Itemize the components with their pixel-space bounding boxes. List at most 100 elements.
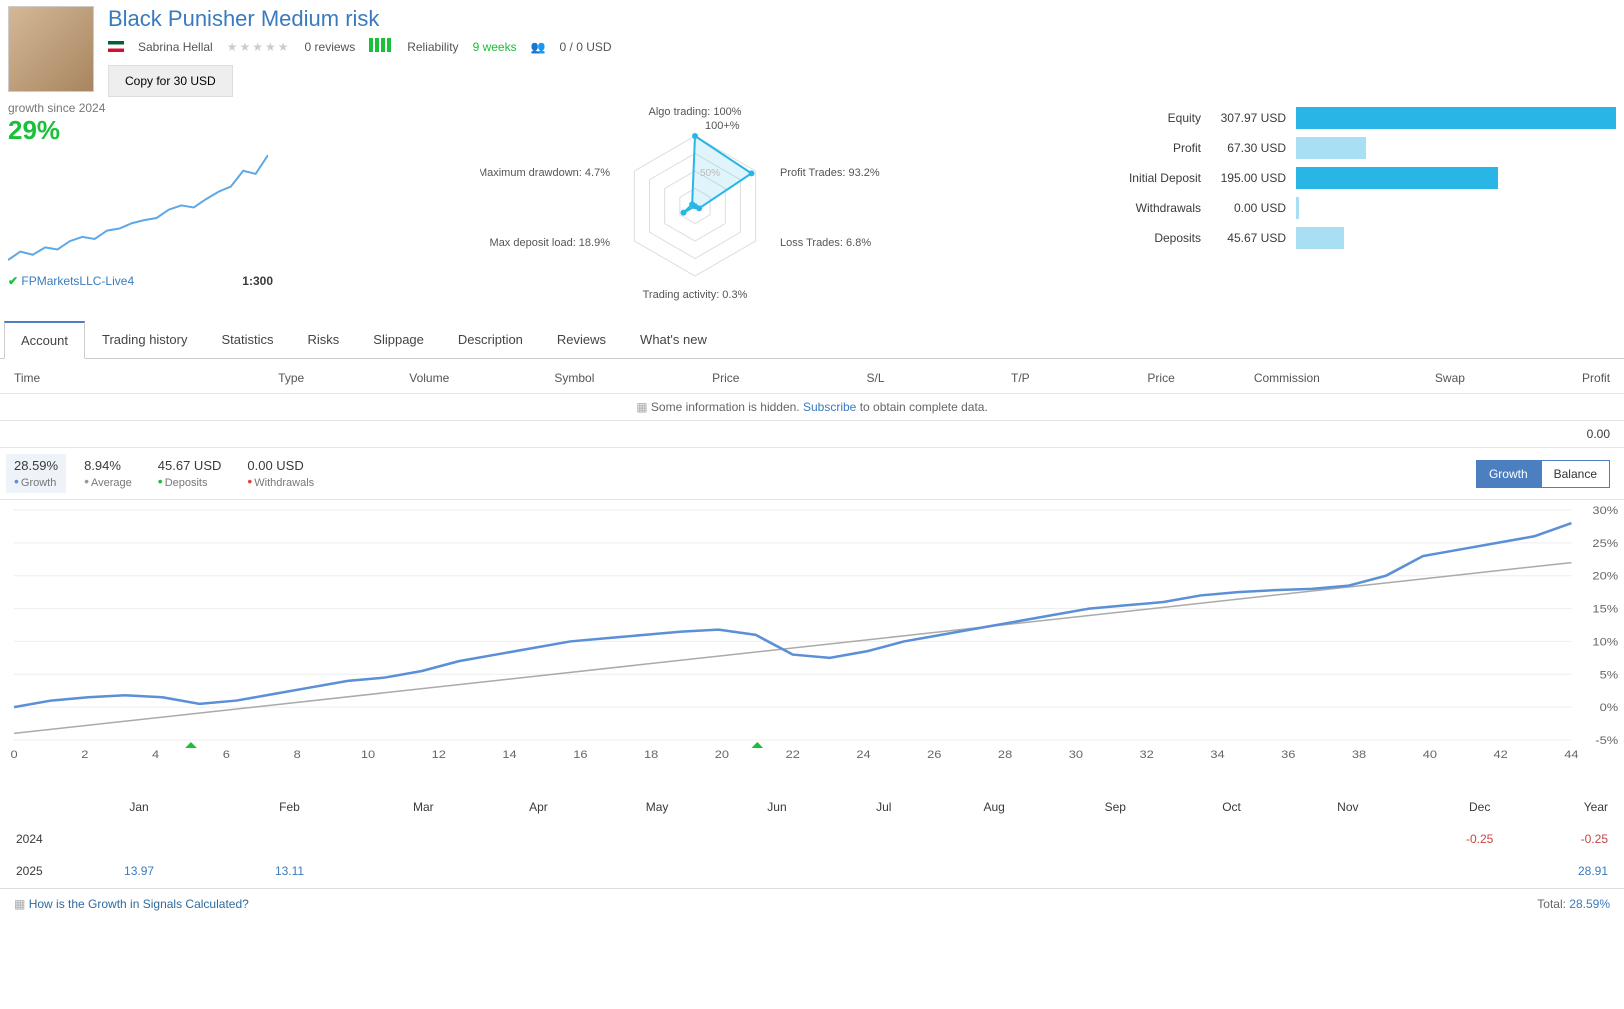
svg-text:42: 42 bbox=[1493, 748, 1508, 761]
svg-text:8: 8 bbox=[294, 748, 302, 761]
growth-label: growth since 2024 bbox=[8, 101, 273, 115]
col-price: Price bbox=[1030, 371, 1175, 385]
subscribe-link[interactable]: Subscribe bbox=[803, 400, 856, 414]
bar-row: Deposits 45.67 USD bbox=[1116, 225, 1616, 251]
svg-text:5%: 5% bbox=[1600, 668, 1619, 681]
reliability-bars bbox=[369, 38, 393, 55]
monthly-table: JanFebMarAprMayJunJulAugSepOctNovDecYear… bbox=[0, 790, 1624, 888]
svg-text:30: 30 bbox=[1069, 748, 1084, 761]
broker-name[interactable]: FPMarketsLLC-Live4 bbox=[21, 274, 134, 288]
col-symbol: Symbol bbox=[449, 371, 594, 385]
reliability-label: Reliability bbox=[407, 40, 458, 54]
equity-bars: Equity 307.97 USD Profit 67.30 USD Initi… bbox=[1116, 101, 1616, 301]
people-icon: 👥 bbox=[531, 40, 546, 54]
col-tp: T/P bbox=[885, 371, 1030, 385]
svg-text:-5%: -5% bbox=[1595, 734, 1618, 747]
growth-calc-link[interactable]: How is the Growth in Signals Calculated? bbox=[29, 897, 249, 911]
stat-growth: 28.59%•Growth bbox=[6, 454, 66, 493]
tab-reviews[interactable]: Reviews bbox=[540, 321, 623, 358]
hidden-info-row: ▦ Some information is hidden. Subscribe … bbox=[0, 394, 1624, 421]
balance-toggle[interactable]: Balance bbox=[1541, 460, 1610, 488]
growth-toggle[interactable]: Growth bbox=[1476, 460, 1541, 488]
col-time: Time bbox=[14, 371, 159, 385]
svg-text:100+%: 100+% bbox=[705, 120, 740, 132]
stat-deposits: 45.67 USD•Deposits bbox=[158, 458, 222, 489]
month-header: JanFebMarAprMayJunJulAugSepOctNovDecYear bbox=[2, 792, 1622, 822]
svg-text:44: 44 bbox=[1564, 748, 1579, 761]
svg-text:0%: 0% bbox=[1600, 701, 1619, 714]
svg-text:36: 36 bbox=[1281, 748, 1296, 761]
copy-button[interactable]: Copy for 30 USD bbox=[108, 65, 233, 97]
svg-text:Algo trading: 100%: Algo trading: 100% bbox=[648, 106, 741, 118]
zero-row: 0.00 bbox=[0, 421, 1624, 448]
tab-what's-new[interactable]: What's new bbox=[623, 321, 724, 358]
svg-text:18: 18 bbox=[644, 748, 659, 761]
main-chart: 30%25%20%15%10%5%0%-5%024681012141618202… bbox=[0, 500, 1624, 790]
flag-icon bbox=[108, 41, 124, 52]
svg-text:Loss Trades: 6.8%: Loss Trades: 6.8% bbox=[780, 237, 871, 249]
table-row: 202513.9713.1128.91 bbox=[2, 856, 1622, 886]
col-swap: Swap bbox=[1320, 371, 1465, 385]
svg-text:14: 14 bbox=[502, 748, 517, 761]
reviews-count: 0 reviews bbox=[305, 40, 356, 54]
svg-text:30%: 30% bbox=[1592, 504, 1618, 517]
tab-description[interactable]: Description bbox=[441, 321, 540, 358]
weeks-label: 9 weeks bbox=[473, 40, 517, 54]
bar-row: Profit 67.30 USD bbox=[1116, 135, 1616, 161]
col-price: Price bbox=[594, 371, 739, 385]
svg-text:28: 28 bbox=[998, 748, 1013, 761]
svg-text:6: 6 bbox=[223, 748, 231, 761]
svg-text:20%: 20% bbox=[1592, 570, 1618, 583]
svg-text:4: 4 bbox=[152, 748, 160, 761]
svg-text:50%: 50% bbox=[700, 168, 720, 179]
svg-text:20: 20 bbox=[715, 748, 730, 761]
star-rating: ★★★★★ bbox=[227, 40, 291, 54]
signal-title[interactable]: Black Punisher Medium risk bbox=[108, 6, 1616, 32]
svg-text:15%: 15% bbox=[1592, 602, 1618, 615]
avatar bbox=[8, 6, 94, 92]
svg-text:25%: 25% bbox=[1592, 537, 1618, 550]
svg-text:40: 40 bbox=[1423, 748, 1438, 761]
svg-text:16: 16 bbox=[573, 748, 588, 761]
tab-statistics[interactable]: Statistics bbox=[204, 321, 290, 358]
svg-text:26: 26 bbox=[927, 748, 942, 761]
col-volume: Volume bbox=[304, 371, 449, 385]
growth-sparkline bbox=[8, 150, 268, 265]
svg-text:10%: 10% bbox=[1592, 635, 1618, 648]
growth-value: 29% bbox=[8, 115, 273, 146]
copier-stat: 0 / 0 USD bbox=[560, 40, 612, 54]
bar-row: Withdrawals 0.00 USD bbox=[1116, 195, 1616, 221]
table-row: 2024-0.25-0.25 bbox=[2, 824, 1622, 854]
svg-text:Max deposit load: 18.9%: Max deposit load: 18.9% bbox=[489, 237, 610, 249]
svg-text:22: 22 bbox=[786, 748, 801, 761]
svg-text:Maximum drawdown: 4.7%: Maximum drawdown: 4.7% bbox=[480, 167, 610, 179]
svg-text:Profit Trades: 93.2%: Profit Trades: 93.2% bbox=[780, 167, 880, 179]
footer-total: 28.59% bbox=[1569, 897, 1610, 911]
tab-risks[interactable]: Risks bbox=[291, 321, 357, 358]
svg-text:0: 0 bbox=[10, 748, 18, 761]
info-icon: ▦ bbox=[14, 897, 25, 911]
svg-text:Trading activity: 0.3%: Trading activity: 0.3% bbox=[642, 289, 747, 301]
stat-withdrawals: 0.00 USD•Withdrawals bbox=[247, 458, 314, 489]
col-commission: Commission bbox=[1175, 371, 1320, 385]
tab-account[interactable]: Account bbox=[4, 321, 85, 359]
col-sl: S/L bbox=[739, 371, 884, 385]
svg-text:2: 2 bbox=[81, 748, 89, 761]
verified-icon: ✔ bbox=[8, 274, 18, 288]
table-header: TimeTypeVolumeSymbolPriceS/LT/PPriceComm… bbox=[0, 359, 1624, 394]
col-type: Type bbox=[159, 371, 304, 385]
svg-text:38: 38 bbox=[1352, 748, 1367, 761]
svg-text:32: 32 bbox=[1140, 748, 1155, 761]
svg-text:34: 34 bbox=[1210, 748, 1225, 761]
bar-row: Equity 307.97 USD bbox=[1116, 105, 1616, 131]
svg-text:24: 24 bbox=[856, 748, 871, 761]
tab-trading-history[interactable]: Trading history bbox=[85, 321, 205, 358]
col-profit: Profit bbox=[1465, 371, 1610, 385]
tab-bar: AccountTrading historyStatisticsRisksSli… bbox=[0, 321, 1624, 359]
svg-text:12: 12 bbox=[432, 748, 447, 761]
tab-slippage[interactable]: Slippage bbox=[356, 321, 441, 358]
stat-average: 8.94%•Average bbox=[84, 458, 132, 489]
svg-text:10: 10 bbox=[361, 748, 376, 761]
trader-name[interactable]: Sabrina Hellal bbox=[138, 40, 213, 54]
lock-icon: ▦ bbox=[636, 400, 647, 414]
